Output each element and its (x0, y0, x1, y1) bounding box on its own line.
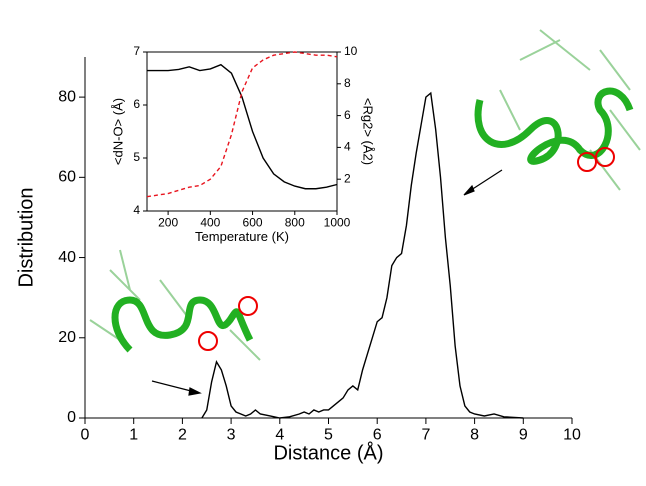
x-axis-label: Temperature (K) (195, 229, 289, 244)
line (201, 91, 524, 419)
x-tick-label: 5 (324, 426, 333, 443)
x-tick-label: 8 (470, 426, 479, 443)
y2-tick-label: 6 (344, 108, 351, 122)
y-tick-label: 20 (58, 329, 76, 346)
x-tick-label: 1000 (324, 216, 351, 230)
y2-tick-label: 8 (344, 76, 351, 90)
y-axis-label: Distribution (15, 187, 37, 287)
x-tick-label: 400 (200, 216, 220, 230)
y-tick-label: 6 (133, 97, 140, 111)
x-tick-label: 9 (519, 426, 528, 443)
x-tick-label: 4 (275, 426, 284, 443)
y2-tick-label: 4 (344, 140, 351, 154)
y-tick-label: 60 (58, 169, 76, 186)
protein-image-top (474, 29, 641, 191)
x-tick-label: 6 (373, 426, 382, 443)
x-tick-label: 2 (178, 426, 187, 443)
y-tick-label: 40 (58, 249, 76, 266)
x-tick-label: 3 (227, 426, 236, 443)
protein-image-bottom (89, 249, 261, 361)
x-axis-label: Distance (Å) (273, 442, 383, 465)
series-line (147, 63, 338, 190)
x-tick-label: 800 (285, 216, 305, 230)
y-tick-label: 5 (133, 150, 140, 164)
x-tick-label: 0 (81, 426, 90, 443)
x-tick-label: 600 (243, 216, 263, 230)
annotation-arrows (151, 169, 503, 396)
plot-frame (146, 51, 338, 212)
x-tick-label: 1 (129, 426, 138, 443)
x-tick-label: 7 (421, 426, 430, 443)
y2-axis-label: <Rg2> (Å2) (361, 98, 376, 165)
y-tick-label: 0 (67, 409, 76, 426)
y-axis-label: <dN-O> (Å) (110, 98, 125, 165)
y2-tick-label: 10 (344, 44, 358, 58)
y-tick-label: 80 (58, 88, 76, 105)
x-tick-label: 10 (563, 426, 581, 443)
x-tick-label: 200 (158, 216, 178, 230)
y-tick-label: 7 (133, 44, 140, 58)
y2-tick-label: 2 (344, 171, 351, 185)
y-tick-label: 4 (133, 203, 140, 217)
